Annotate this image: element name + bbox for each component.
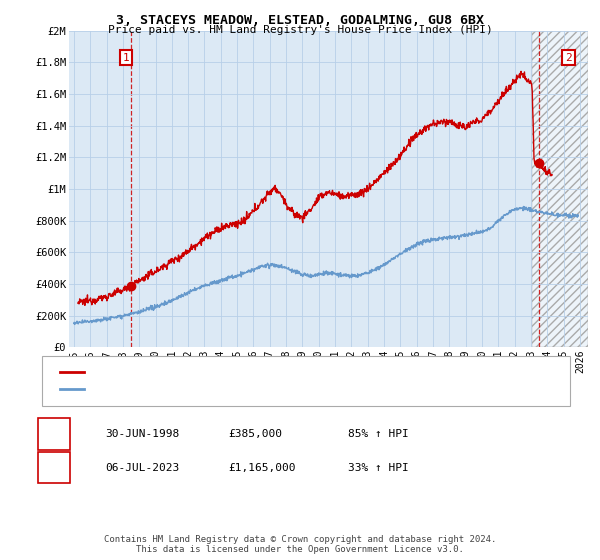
Text: 2: 2 [50,463,58,473]
Bar [532,31,588,347]
Bar [532,31,588,347]
Text: £1,165,000: £1,165,000 [228,463,296,473]
Text: 1: 1 [50,429,58,439]
Text: Contains HM Land Registry data © Crown copyright and database right 2024.
This d: Contains HM Land Registry data © Crown c… [104,535,496,554]
Text: 30-JUN-1998: 30-JUN-1998 [105,429,179,439]
Text: 85% ↑ HPI: 85% ↑ HPI [348,429,409,439]
Text: HPI: Average price, detached house, Waverley: HPI: Average price, detached house, Wave… [90,384,365,394]
Text: 2: 2 [565,53,572,63]
Text: £385,000: £385,000 [228,429,282,439]
Text: 3, STACEYS MEADOW, ELSTEAD, GODALMING, GU8 6BX (detached house): 3, STACEYS MEADOW, ELSTEAD, GODALMING, G… [90,367,484,377]
Text: 06-JUL-2023: 06-JUL-2023 [105,463,179,473]
Text: 33% ↑ HPI: 33% ↑ HPI [348,463,409,473]
Text: 3, STACEYS MEADOW, ELSTEAD, GODALMING, GU8 6BX: 3, STACEYS MEADOW, ELSTEAD, GODALMING, G… [116,14,484,27]
Text: Price paid vs. HM Land Registry's House Price Index (HPI): Price paid vs. HM Land Registry's House … [107,25,493,35]
Text: 1: 1 [123,53,130,63]
